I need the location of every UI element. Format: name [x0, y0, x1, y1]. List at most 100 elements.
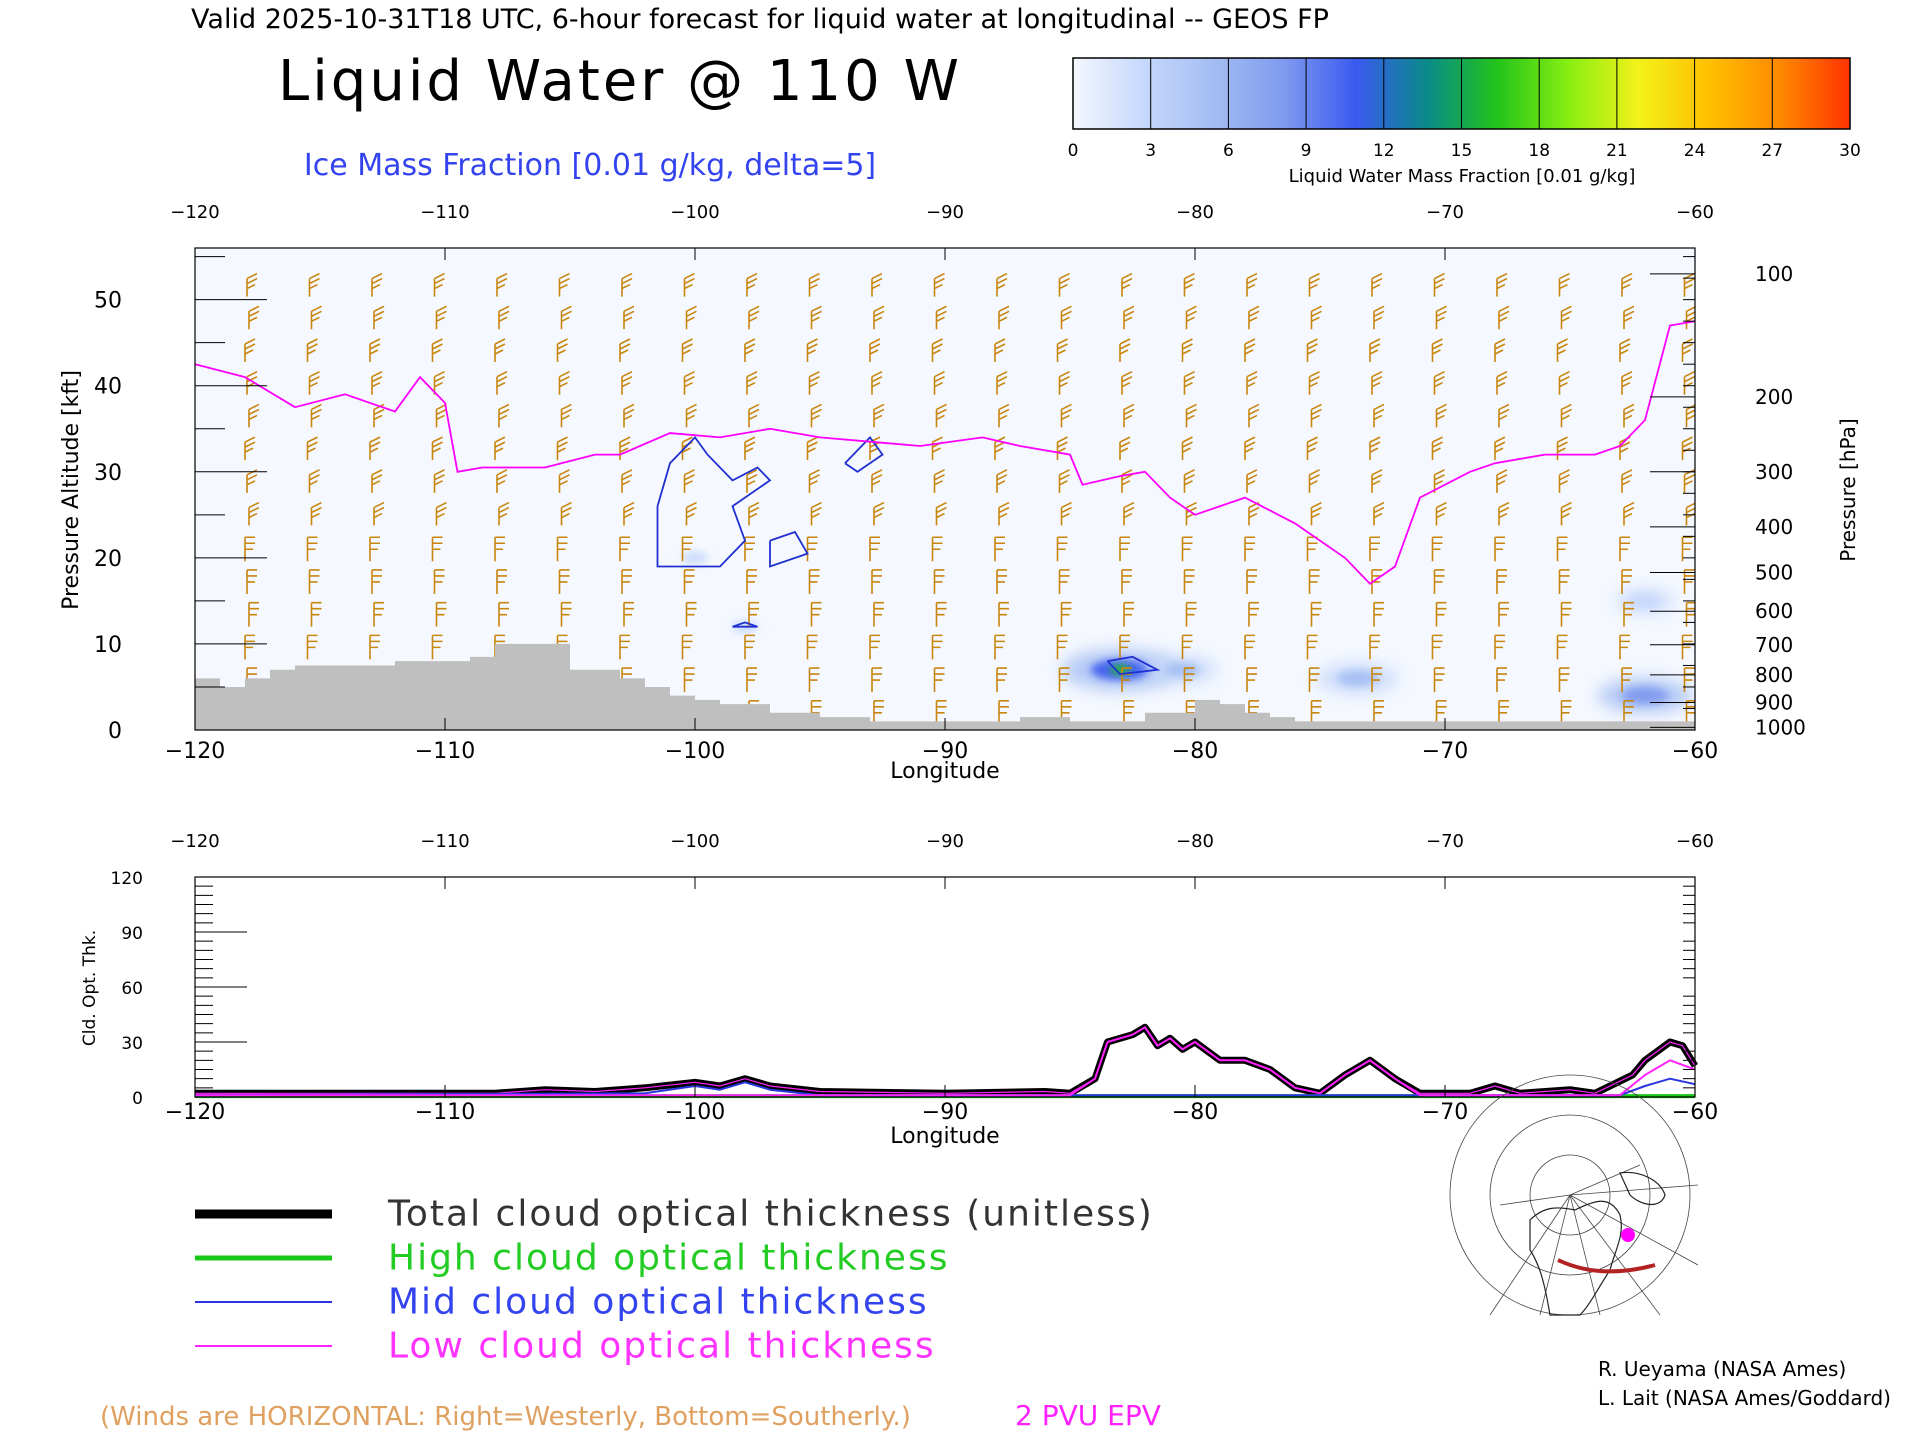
wind-barb-shape	[1371, 667, 1382, 693]
wind-barb	[1183, 569, 1195, 594]
wind-barb	[808, 667, 820, 693]
wind-barb-shape	[1435, 403, 1447, 428]
wind-barb	[996, 667, 1007, 693]
wind-barb-shape	[619, 634, 630, 660]
wind-barb	[748, 501, 760, 526]
wind-barb	[1121, 667, 1132, 693]
wind-barb-shape	[1185, 305, 1197, 330]
wind-barb	[306, 634, 318, 660]
wind-barb	[373, 305, 385, 330]
wind-barb-shape	[869, 536, 880, 562]
wind-barb-shape	[810, 501, 822, 526]
wind-barb	[1244, 436, 1256, 461]
wind-barb-shape	[369, 536, 380, 562]
wind-barb-shape	[998, 403, 1010, 428]
wind-barb-shape	[1369, 634, 1380, 660]
wind-barb-shape	[373, 601, 384, 627]
colorbar-tick-label: 0	[1068, 141, 1079, 161]
series-total-inner	[195, 1026, 1696, 1094]
wind-barb-shape	[1556, 436, 1568, 461]
wind-barb	[248, 305, 260, 330]
wind-barb-shape	[1431, 436, 1443, 461]
wind-barb-shape	[1498, 403, 1510, 428]
wind-barb	[1498, 501, 1510, 526]
wind-barb	[685, 305, 697, 330]
wind-barb-shape	[1310, 403, 1322, 428]
wind-barb	[871, 469, 883, 493]
wind-barb-shape	[246, 272, 258, 297]
wind-barb-shape	[619, 536, 630, 562]
wind-barb-shape	[996, 469, 1008, 493]
wind-barb-shape	[1681, 634, 1693, 660]
wind-barb-shape	[746, 272, 758, 297]
pressure-tick-label: 800	[1755, 663, 1793, 687]
wind-barb	[498, 501, 510, 526]
wind-barb-shape	[558, 469, 570, 493]
wind-barb-shape	[994, 436, 1006, 461]
wind-barb	[681, 634, 693, 660]
wind-barb	[623, 403, 635, 428]
wind-barb-shape	[558, 370, 570, 395]
wind-barb-shape	[310, 305, 322, 330]
optical-thickness-panel: −120 −120 −110 −110 −100 −100 −90 −90 −80 −80 −70 −…	[80, 831, 1718, 1149]
pressure-tick-label: 600	[1755, 599, 1793, 623]
wind-barb	[556, 338, 568, 363]
wind-barb	[994, 436, 1006, 461]
wind-barb	[746, 469, 758, 493]
wind-barb-shape	[873, 501, 885, 526]
lower-x-tick-label-top: −60	[1676, 831, 1714, 852]
wind-barb-shape	[498, 403, 510, 428]
wind-barb-shape	[308, 370, 320, 395]
wind-barb	[808, 469, 820, 493]
wind-barb-shape	[1558, 469, 1570, 493]
wind-barb	[1435, 305, 1447, 330]
lower-x-tick-label: −70	[1422, 1100, 1468, 1125]
wind-barb-shape	[1060, 699, 1072, 725]
wind-barb-shape	[1060, 305, 1072, 330]
wind-barb	[935, 699, 947, 725]
credit-lait: L. Lait (NASA Ames/Goddard)	[1598, 1386, 1891, 1410]
wind-barb	[1623, 403, 1635, 428]
wind-barb	[933, 569, 945, 594]
wind-barb	[1431, 536, 1443, 562]
wind-barb-shape	[1185, 501, 1197, 526]
wind-barb-shape	[873, 403, 885, 428]
wind-barb	[871, 370, 883, 395]
wind-barb-shape	[560, 501, 572, 526]
wind-barb-shape	[560, 403, 572, 428]
wind-barb	[246, 569, 257, 594]
wind-barb	[1494, 436, 1506, 461]
wind-barb	[494, 436, 506, 461]
page-title: Liquid Water @ 110 W	[278, 49, 962, 114]
wind-barb	[1433, 272, 1445, 297]
legend: Total cloud optical thickness (unitless)…	[195, 1194, 1152, 1367]
wind-barb	[1123, 403, 1135, 428]
wind-barb	[1560, 699, 1572, 725]
liquid-water-core	[681, 551, 709, 564]
wind-barb-shape	[1248, 501, 1260, 526]
wind-barb	[1056, 536, 1068, 562]
wind-barb-shape	[621, 370, 633, 395]
wind-barb-shape	[1244, 436, 1256, 461]
wind-barb	[998, 305, 1010, 330]
legend-high: High cloud optical thickness	[388, 1238, 949, 1279]
wind-barb	[1558, 667, 1570, 693]
liquid-water-core	[1336, 670, 1379, 687]
wind-barb	[1435, 601, 1447, 627]
wind-barb	[1683, 667, 1695, 693]
wind-barb-shape	[1496, 469, 1508, 493]
lower-y-tick-label: 120	[111, 869, 143, 889]
wind-barb	[683, 272, 695, 297]
main-ylabel: Pressure Altitude [kft]	[59, 370, 84, 610]
wind-barb-shape	[1181, 338, 1193, 363]
wind-barb	[1308, 370, 1320, 395]
wind-barb-shape	[1369, 536, 1380, 562]
wind-barb-shape	[806, 634, 818, 660]
wind-barb-shape	[246, 569, 257, 594]
wind-barb-shape	[310, 501, 322, 526]
wind-barb	[1685, 601, 1695, 627]
wind-barb-shape	[560, 601, 572, 627]
wind-barb-shape	[931, 338, 943, 363]
wind-barb	[498, 305, 510, 330]
wind-barb	[935, 501, 947, 526]
